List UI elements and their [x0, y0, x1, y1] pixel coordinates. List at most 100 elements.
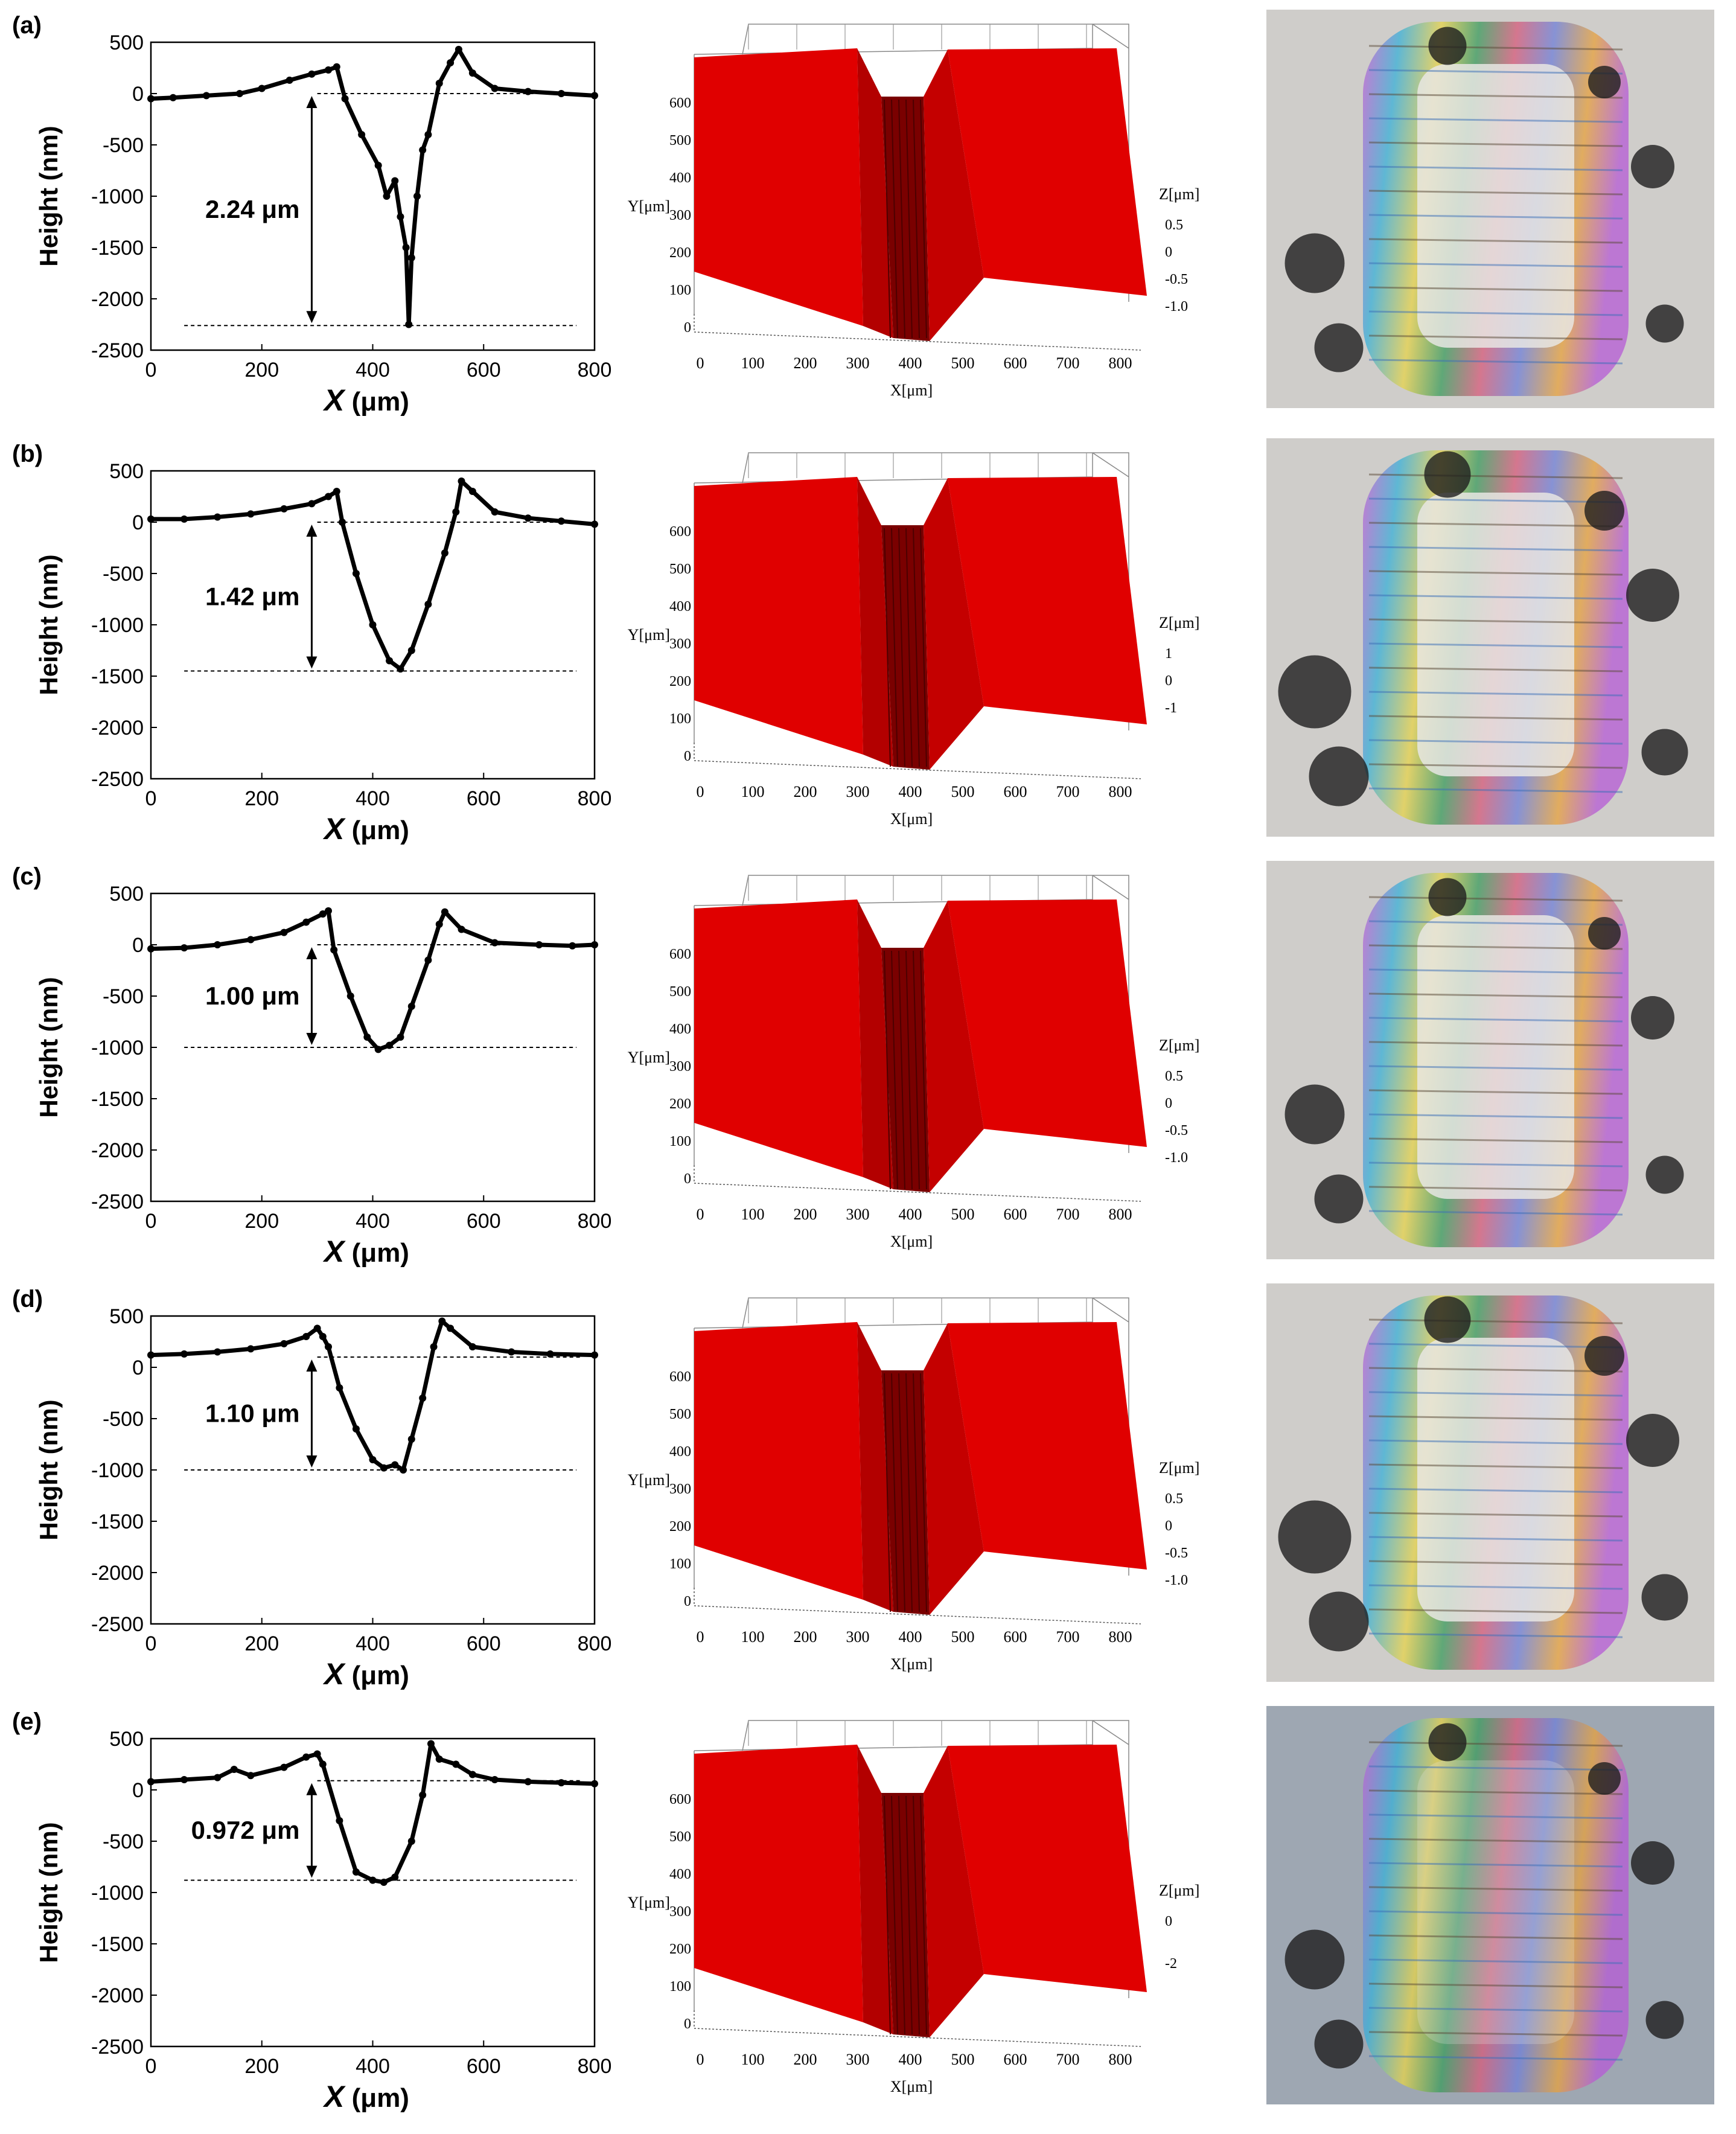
- profile-point: [397, 1033, 404, 1041]
- y-axis-label-3d: Y[μm]: [628, 1471, 670, 1489]
- x-tick-label-3d: 500: [951, 2051, 975, 2068]
- wear-debris: [1631, 1841, 1674, 1885]
- y-tick-label-3d: 0: [684, 1171, 691, 1187]
- x-tick-label-3d: 700: [1056, 354, 1080, 372]
- panel-label: (b): [12, 441, 43, 467]
- x-tick-label-3d: 400: [899, 783, 922, 800]
- profile-point: [214, 1348, 222, 1356]
- x-axis-label-3d: X[μm]: [890, 1655, 933, 1673]
- wear-scratch: [1368, 1584, 1623, 1590]
- x-axis-label-3d: X[μm]: [890, 2078, 933, 2095]
- depth-arrow-head-bottom: [306, 1865, 318, 1878]
- surface-3d-plot: 0 100 200 300 400 500 600 700 800 X[μm] 0 100 200 300…: [628, 452, 1199, 828]
- wear-debris: [1424, 451, 1471, 498]
- panel-label: (a): [12, 12, 42, 39]
- wear-scratch: [1368, 45, 1623, 51]
- wear-debris: [1641, 1574, 1688, 1621]
- y-tick-label-3d: 0: [684, 2016, 691, 2032]
- x-tick-label: 0: [145, 359, 157, 382]
- wear-scratch: [1368, 1391, 1623, 1397]
- x-tick-label-3d: 400: [899, 2051, 922, 2068]
- y-tick-label: -2000: [91, 717, 144, 740]
- x-tick-label-3d: 100: [741, 783, 765, 800]
- y-tick-label-3d: 200: [669, 1096, 691, 1112]
- profile-point: [180, 1776, 188, 1783]
- x-tick-label-3d: 400: [899, 1628, 922, 1646]
- profile-point: [400, 1466, 407, 1474]
- profile-point: [407, 1436, 415, 1443]
- profile-point: [336, 1817, 343, 1824]
- y-tick-label-3d: 300: [669, 1059, 691, 1075]
- y-tick-label: -1500: [91, 1510, 144, 1533]
- depth-arrow-head-top: [306, 1783, 318, 1795]
- profile-point: [491, 1776, 499, 1783]
- surface-left-plateau: [694, 477, 863, 755]
- profile-point: [258, 85, 266, 92]
- y-tick-label: -2000: [91, 1984, 144, 2007]
- wear-debris: [1645, 1155, 1684, 1194]
- x-axis-symbol: X: [322, 1235, 346, 1268]
- x-tick-label-3d: 500: [951, 354, 975, 372]
- x-axis-label: X (μm): [322, 1657, 409, 1691]
- profile-point: [247, 1772, 255, 1780]
- x-tick-label: 600: [467, 2055, 501, 2078]
- y-axis-label-3d: Y[μm]: [628, 626, 670, 644]
- profile-point: [325, 907, 332, 915]
- profile-point: [441, 908, 448, 916]
- wear-scratch: [1368, 1958, 1623, 1964]
- x-axis-unit: (μm): [344, 1238, 409, 1268]
- groove-striation: [898, 528, 905, 767]
- wear-debris: [1631, 145, 1674, 188]
- y-tick-label: -2500: [91, 768, 144, 791]
- wear-scratch: [1368, 1161, 1623, 1168]
- y-tick-label: -2500: [91, 1613, 144, 1636]
- x-tick-label: 600: [467, 1632, 501, 1655]
- y-tick-label: -2000: [91, 1139, 144, 1162]
- surface-right-plateau: [948, 48, 1147, 296]
- profile-point: [374, 162, 382, 169]
- profile-point: [280, 928, 288, 936]
- surface-right-plateau: [948, 1745, 1147, 1992]
- profile-point: [468, 1771, 476, 1778]
- profile-point: [419, 146, 427, 154]
- profile-line: [150, 909, 595, 1052]
- y-tick-label-3d: 600: [669, 947, 691, 962]
- profile-point: [147, 1778, 155, 1786]
- x-tick-label-3d: 0: [697, 1628, 704, 1646]
- profile-point: [319, 1760, 327, 1768]
- wear-scratch: [1368, 359, 1623, 365]
- groove-striation: [884, 1373, 891, 1612]
- wear-scratch: [1368, 1186, 1623, 1192]
- profile-point: [458, 478, 465, 485]
- wear-scratch: [1368, 1982, 1623, 1989]
- y-tick-label: -1500: [91, 237, 144, 260]
- y-tick-label-3d: 200: [669, 674, 691, 689]
- profile-point: [236, 90, 243, 97]
- x-tick-label-3d: 700: [1056, 783, 1080, 800]
- wear-debris: [1631, 996, 1674, 1040]
- surface-groove-wall: [857, 1745, 893, 2034]
- y-tick-label: 0: [132, 1779, 144, 1802]
- y-tick-label-3d: 400: [669, 1444, 691, 1460]
- y-tick-label: -1500: [91, 665, 144, 688]
- profile-point: [455, 45, 462, 53]
- profile-point: [180, 944, 188, 952]
- surface-right-plateau: [948, 899, 1147, 1147]
- wear-debris: [1641, 729, 1688, 776]
- x-tick-label-3d: 600: [1004, 1206, 1027, 1223]
- surface-axis: [694, 1165, 1141, 1202]
- z-tick-label-3d: -1.0: [1165, 1573, 1188, 1588]
- x-tick-label: 200: [244, 1210, 279, 1233]
- profile-point: [325, 1343, 332, 1350]
- surface-axis: [694, 1588, 1141, 1624]
- y-tick-label: -2500: [91, 339, 144, 362]
- surface-left-plateau: [694, 899, 863, 1177]
- x-tick-label: 800: [578, 359, 612, 382]
- x-axis-label: X (μm): [322, 812, 409, 846]
- x-axis-unit: (μm): [344, 816, 409, 845]
- wear-scratch: [1368, 1536, 1623, 1542]
- x-tick-label-3d: 300: [846, 783, 870, 800]
- wear-scratch: [1368, 1041, 1623, 1047]
- y-tick-label-3d: 0: [684, 320, 691, 336]
- surface-groove-wall: [924, 1746, 984, 2037]
